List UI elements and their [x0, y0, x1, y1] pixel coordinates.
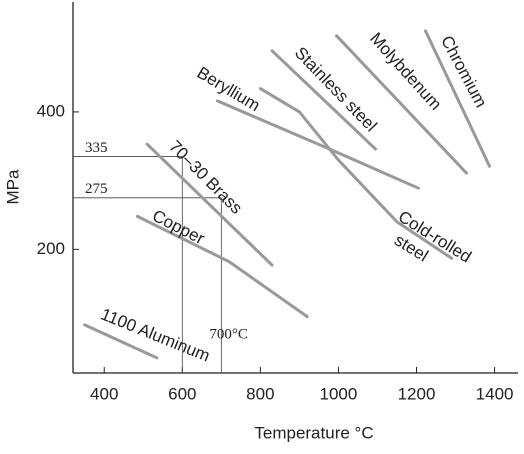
series-line — [334, 34, 468, 175]
x-tick-label: 400 — [90, 384, 118, 403]
x-tick-label: 1200 — [398, 384, 436, 403]
reference-label: 700°C — [209, 326, 248, 342]
series-label: Molybdenum — [366, 29, 445, 114]
y-tick-label: 400 — [37, 101, 65, 120]
series-line — [83, 323, 159, 360]
series-line — [145, 142, 274, 267]
x-tick-label: 1400 — [476, 384, 514, 403]
series-label: 70–30 Brass — [165, 137, 246, 218]
y-axis-label: MPa — [3, 169, 22, 205]
series-line — [258, 87, 454, 260]
x-tick-label: 600 — [168, 384, 196, 403]
series-line — [270, 49, 378, 151]
series-label: Stainless steel — [291, 43, 381, 135]
series-label: Copper — [149, 206, 208, 248]
series-label: Beryllium — [194, 63, 264, 115]
series-line — [423, 29, 492, 168]
series-line — [215, 99, 420, 190]
series-label: Cold-rolledsteel — [383, 207, 474, 285]
x-axis-label: Temperature °C — [254, 423, 373, 442]
reference-label: 275 — [85, 181, 108, 197]
x-tick-label: 1000 — [320, 384, 358, 403]
series-line — [135, 214, 309, 319]
x-tick-label: 800 — [246, 384, 274, 403]
y-tick-label: 200 — [37, 239, 65, 258]
reference-label: 335 — [85, 140, 108, 156]
